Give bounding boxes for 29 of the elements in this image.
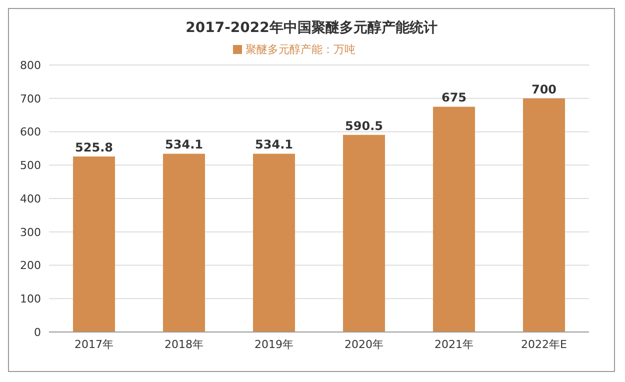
y-tick-label: 300 — [20, 226, 41, 239]
x-tick-label: 2019年 — [254, 338, 294, 351]
y-tick-label: 0 — [34, 326, 41, 339]
y-tick-label: 200 — [20, 259, 41, 272]
bar — [253, 154, 295, 332]
y-tick-label: 800 — [20, 58, 41, 72]
bar — [343, 134, 385, 332]
x-tick-label: 2017年 — [74, 338, 114, 351]
y-tick-label: 500 — [20, 159, 41, 172]
data-label: 675 — [441, 90, 467, 105]
bar — [523, 98, 565, 332]
bar — [73, 156, 115, 332]
bar — [433, 106, 475, 332]
legend-label: 聚醚多元醇产能：万吨 — [246, 43, 356, 56]
x-tick-label: 2021年 — [434, 338, 474, 351]
data-label: 590.5 — [345, 118, 383, 133]
chart-title: 2017-2022年中国聚醚多元醇产能统计 — [184, 19, 438, 37]
x-tick-label: 2018年 — [164, 338, 204, 351]
data-label: 534.1 — [255, 138, 293, 152]
y-tick-label: 600 — [20, 126, 41, 139]
y-tick-label: 700 — [20, 92, 41, 106]
data-label: 525.8 — [75, 140, 113, 155]
bar — [163, 154, 205, 332]
y-tick-label: 400 — [20, 192, 41, 206]
y-tick-label: 100 — [20, 292, 41, 306]
x-tick-label: 2022年E — [521, 338, 568, 351]
data-label: 534.1 — [165, 138, 203, 152]
x-tick-label: 2020年 — [344, 338, 384, 351]
data-label: 700 — [531, 82, 557, 96]
